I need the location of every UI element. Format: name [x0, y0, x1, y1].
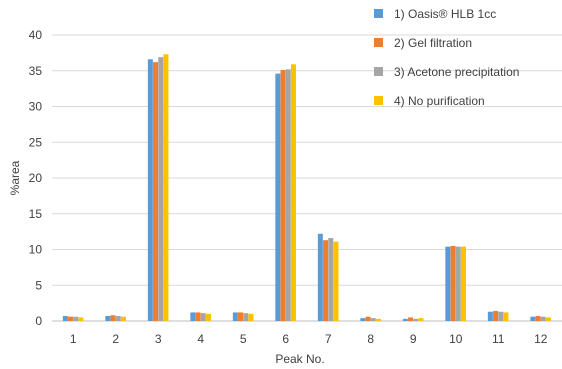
bar	[238, 312, 244, 321]
bar	[163, 54, 169, 322]
legend-label: 3) Acetone precipitation	[394, 65, 519, 79]
legend-swatch	[374, 9, 383, 18]
bar	[328, 238, 334, 321]
y-tick-label: 15	[29, 207, 43, 221]
x-tick-label: 8	[367, 332, 374, 346]
bar	[503, 312, 509, 321]
y-tick-label: 20	[29, 171, 43, 185]
bar	[375, 318, 381, 321]
legend-label: 4) No purification	[394, 94, 485, 108]
gridlines	[52, 34, 562, 322]
legend-label: 1) Oasis® HLB 1cc	[394, 7, 496, 21]
bar	[360, 318, 366, 321]
bar	[408, 317, 414, 321]
x-tick-label: 2	[112, 332, 119, 346]
bar	[147, 59, 153, 322]
bar	[498, 311, 504, 321]
bar	[445, 246, 451, 321]
bar	[105, 315, 111, 321]
bar	[535, 315, 541, 321]
bar	[110, 315, 116, 321]
x-tick-label: 10	[449, 332, 463, 346]
y-axis-ticks: 0 5 10 15 20 25 30 35 40	[29, 28, 43, 328]
y-axis-title: %area	[8, 160, 22, 195]
bar	[120, 316, 126, 321]
x-tick-label: 4	[197, 332, 204, 346]
legend: 1) Oasis® HLB 1cc 2) Gel filtration 3) Ace…	[374, 7, 519, 108]
y-tick-label: 10	[29, 243, 43, 257]
bar	[190, 312, 196, 321]
bar	[402, 318, 408, 321]
bar	[195, 312, 201, 321]
bar	[493, 310, 499, 321]
x-tick-label: 3	[155, 332, 162, 346]
bar	[413, 318, 419, 321]
bar	[73, 316, 79, 321]
x-tick-label: 7	[325, 332, 332, 346]
bar	[62, 315, 68, 321]
bar	[243, 313, 249, 321]
x-tick-label: 11	[492, 332, 505, 346]
y-tick-label: 25	[29, 135, 43, 149]
legend-swatch	[374, 67, 383, 76]
bar	[460, 246, 466, 321]
y-tick-label: 0	[35, 314, 42, 328]
x-tick-label: 12	[534, 332, 548, 346]
bar-group	[62, 54, 551, 322]
legend-swatch	[374, 96, 383, 105]
bar	[115, 315, 121, 321]
bar	[280, 70, 286, 321]
legend-swatch	[374, 38, 383, 47]
bar	[290, 64, 296, 321]
bar	[78, 317, 84, 321]
bar	[455, 246, 461, 321]
bar	[333, 241, 339, 321]
bar	[200, 313, 206, 321]
y-tick-label: 40	[29, 28, 43, 42]
bar	[158, 57, 164, 321]
bar	[275, 73, 281, 321]
y-tick-label: 5	[35, 278, 42, 292]
y-tick-label: 35	[29, 64, 43, 78]
bar	[68, 316, 74, 321]
x-tick-label: 9	[410, 332, 417, 346]
bar	[545, 317, 551, 321]
bar	[232, 312, 238, 321]
bar	[530, 316, 536, 321]
bar	[370, 318, 376, 321]
x-tick-label: 1	[70, 332, 77, 346]
bar	[317, 233, 323, 321]
bar	[153, 62, 159, 322]
bar	[418, 318, 424, 321]
x-tick-label: 5	[240, 332, 247, 346]
bar	[323, 240, 329, 321]
bar	[487, 311, 493, 321]
bar	[248, 313, 254, 321]
bar	[450, 245, 456, 321]
legend-label: 2) Gel filtration	[394, 36, 472, 50]
bar	[365, 316, 371, 321]
x-axis-ticks: 1 2 3 4 5 6 7 8 9 10 11 12	[70, 332, 548, 346]
x-tick-label: 6	[282, 332, 289, 346]
bar	[285, 69, 291, 321]
bar	[540, 316, 546, 321]
x-axis-title: Peak No.	[275, 352, 324, 366]
bar	[205, 313, 211, 321]
y-tick-label: 30	[29, 100, 43, 114]
